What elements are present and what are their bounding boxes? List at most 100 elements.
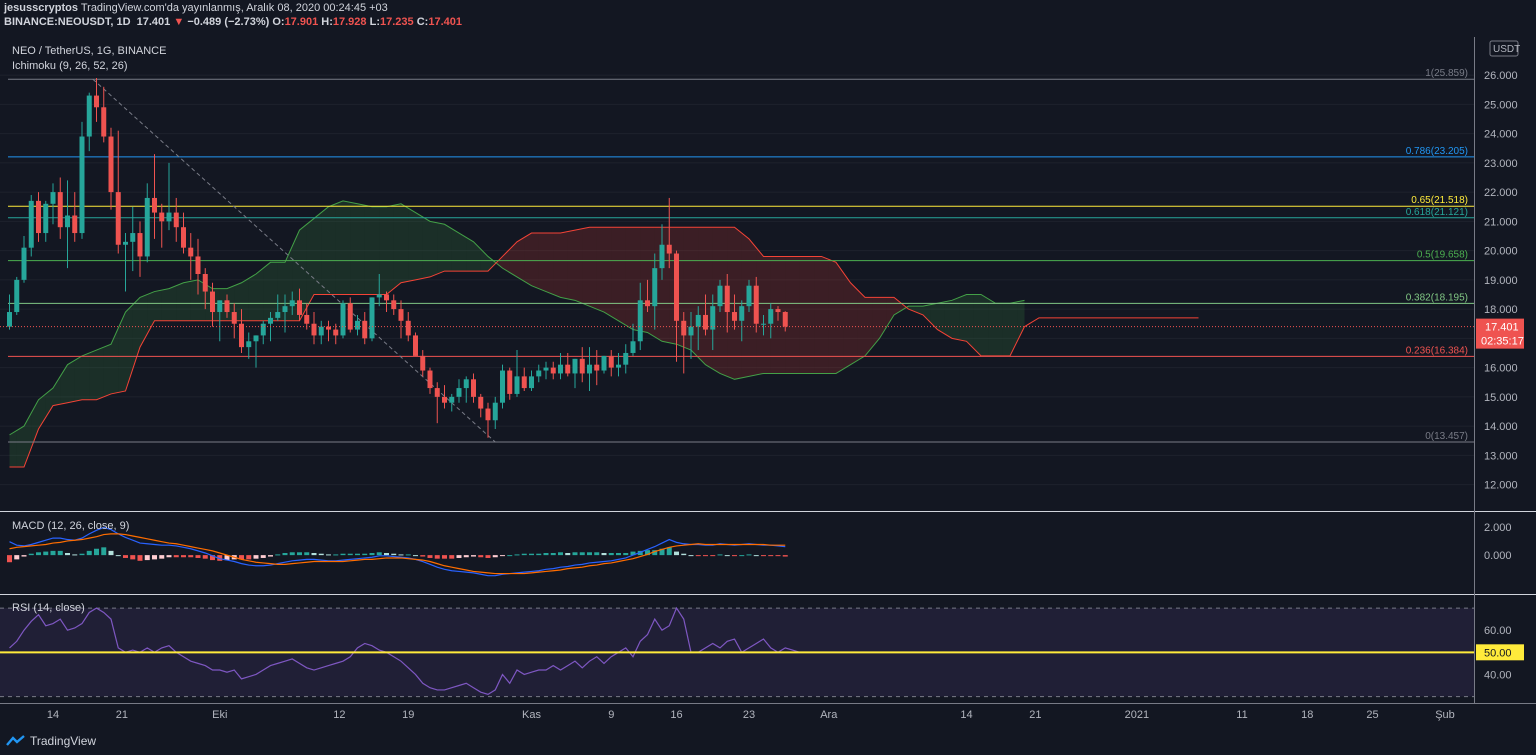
candle-body[interactable] xyxy=(326,326,331,330)
macd-histogram-bar[interactable] xyxy=(587,552,592,556)
macd-histogram-bar[interactable] xyxy=(28,553,34,556)
candle-body[interactable] xyxy=(297,300,302,315)
macd-histogram-bar[interactable] xyxy=(202,555,208,559)
macd-histogram-bar[interactable] xyxy=(529,553,534,556)
macd-histogram-bar[interactable] xyxy=(427,555,433,558)
candle-body[interactable] xyxy=(231,312,237,324)
candle-body[interactable] xyxy=(645,300,650,307)
candle-body[interactable] xyxy=(101,107,107,137)
macd-histogram-bar[interactable] xyxy=(94,548,99,556)
macd-histogram-bar[interactable] xyxy=(326,554,331,556)
candle-body[interactable] xyxy=(608,355,614,368)
candle-body[interactable] xyxy=(695,314,701,327)
candle-body[interactable] xyxy=(398,309,404,321)
candle-body[interactable] xyxy=(333,329,339,336)
macd-histogram-bar[interactable] xyxy=(282,553,288,556)
macd-histogram-bar[interactable] xyxy=(681,553,687,556)
candle-body[interactable] xyxy=(630,341,636,353)
macd-histogram-bar[interactable] xyxy=(36,552,41,556)
candle-body[interactable] xyxy=(761,323,766,325)
candle-body[interactable] xyxy=(391,300,397,310)
ichimoku-title[interactable]: Ichimoku (9, 26, 52, 26) xyxy=(12,60,128,72)
macd-line[interactable] xyxy=(9,526,786,577)
candle-body[interactable] xyxy=(572,358,578,374)
candle-body[interactable] xyxy=(420,355,426,371)
unit-label[interactable]: USDT xyxy=(1493,44,1520,55)
candle-body[interactable] xyxy=(500,370,505,403)
macd-histogram-bar[interactable] xyxy=(768,555,774,557)
macd-histogram-bar[interactable] xyxy=(420,555,426,557)
candle-body[interactable] xyxy=(355,320,360,330)
macd-histogram-bar[interactable] xyxy=(304,552,310,556)
macd-histogram-bar[interactable] xyxy=(594,552,600,556)
macd-histogram-bar[interactable] xyxy=(115,555,121,557)
candle-body[interactable] xyxy=(739,306,745,321)
macd-histogram-bar[interactable] xyxy=(384,553,389,556)
candle-body[interactable] xyxy=(442,396,447,403)
candle-body[interactable] xyxy=(652,268,658,307)
candle-body[interactable] xyxy=(282,306,288,313)
macd-histogram-bar[interactable] xyxy=(333,554,339,556)
macd-histogram-bar[interactable] xyxy=(732,555,737,557)
macd-histogram-bar[interactable] xyxy=(65,553,70,556)
macd-histogram-bar[interactable] xyxy=(405,554,411,556)
macd-histogram-bar[interactable] xyxy=(485,555,491,558)
macd-histogram-bar[interactable] xyxy=(565,553,571,556)
candle-body[interactable] xyxy=(550,367,556,374)
candle-body[interactable] xyxy=(318,326,324,336)
candle-body[interactable] xyxy=(434,388,440,397)
candle-body[interactable] xyxy=(565,364,571,374)
candle-body[interactable] xyxy=(123,241,128,245)
macd-histogram-bar[interactable] xyxy=(514,554,520,556)
macd-histogram-bar[interactable] xyxy=(456,555,462,558)
macd-histogram-bar[interactable] xyxy=(108,550,114,556)
candle-body[interactable] xyxy=(246,341,252,348)
macd-histogram-bar[interactable] xyxy=(152,555,157,560)
candle-body[interactable] xyxy=(57,192,63,228)
macd-histogram-bar[interactable] xyxy=(43,551,49,556)
candle-body[interactable] xyxy=(28,200,34,248)
candle-body[interactable] xyxy=(224,300,230,313)
macd-histogram-bar[interactable] xyxy=(666,547,672,556)
macd-histogram-bar[interactable] xyxy=(449,555,455,559)
candle-body[interactable] xyxy=(108,136,114,193)
macd-histogram-bar[interactable] xyxy=(521,553,527,556)
macd-histogram-bar[interactable] xyxy=(57,550,63,556)
candle-body[interactable] xyxy=(753,285,759,324)
candle-body[interactable] xyxy=(79,136,85,234)
macd-histogram-bar[interactable] xyxy=(434,555,440,559)
candle-body[interactable] xyxy=(166,212,172,222)
candle-body[interactable] xyxy=(427,370,433,389)
candle-body[interactable] xyxy=(688,326,694,336)
candle-body[interactable] xyxy=(384,294,389,301)
macd-histogram-bar[interactable] xyxy=(478,555,484,558)
macd-histogram-bar[interactable] xyxy=(572,552,578,556)
candle-body[interactable] xyxy=(521,376,527,389)
unit-box[interactable] xyxy=(1489,40,1519,57)
candle-body[interactable] xyxy=(768,309,774,324)
macd-histogram-bar[interactable] xyxy=(717,554,723,556)
candle-body[interactable] xyxy=(173,212,179,228)
candle-body[interactable] xyxy=(507,370,513,394)
candle-body[interactable] xyxy=(268,317,273,324)
candle-body[interactable] xyxy=(7,312,12,327)
candle-body[interactable] xyxy=(253,335,259,342)
macd-histogram-bar[interactable] xyxy=(137,555,143,561)
macd-histogram-bar[interactable] xyxy=(753,555,759,557)
macd-histogram-bar[interactable] xyxy=(463,555,469,558)
macd-histogram-bar[interactable] xyxy=(224,555,230,561)
macd-title[interactable]: MACD (12, 26, close, 9) xyxy=(12,520,129,532)
candle-body[interactable] xyxy=(746,285,752,307)
candle-body[interactable] xyxy=(239,323,244,348)
macd-histogram-bar[interactable] xyxy=(775,555,781,557)
macd-histogram-bar[interactable] xyxy=(7,555,12,563)
macd-histogram-bar[interactable] xyxy=(217,555,223,561)
macd-histogram-bar[interactable] xyxy=(166,555,172,558)
tradingview-footer[interactable]: TradingView xyxy=(6,732,96,750)
candle-body[interactable] xyxy=(202,274,208,292)
candle-body[interactable] xyxy=(115,192,121,245)
candle-body[interactable] xyxy=(529,376,534,389)
rsi-title[interactable]: RSI (14, close) xyxy=(12,602,85,614)
macd-histogram-bar[interactable] xyxy=(674,551,679,556)
